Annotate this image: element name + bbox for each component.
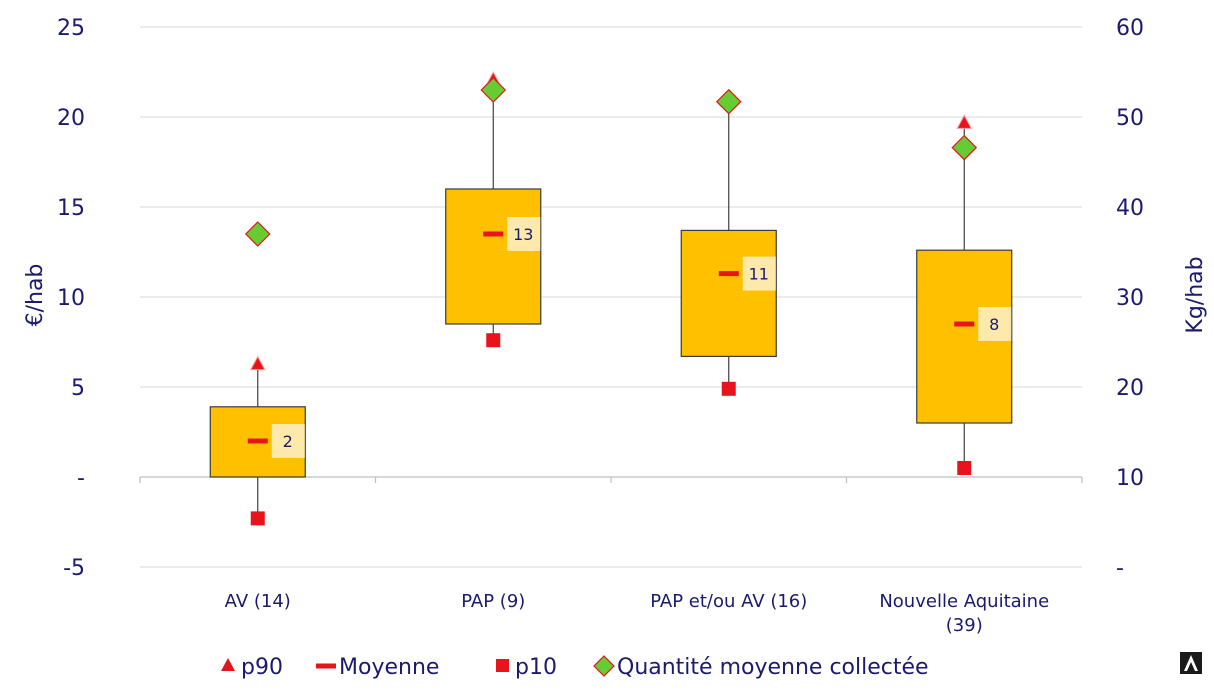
mean-label: 13 xyxy=(513,225,533,244)
left-tick-label: - xyxy=(77,466,85,491)
right-axis-title: Kg/hab xyxy=(1183,256,1208,333)
legend-label: Quantité moyenne collectée xyxy=(617,655,929,680)
left-tick-label: -5 xyxy=(63,556,85,581)
mean-label-bg xyxy=(507,217,541,251)
right-tick-label: 40 xyxy=(1116,196,1144,221)
boxes: 2 13 11 8 xyxy=(209,71,1013,526)
right-axis: - 10 20 30 40 50 60 xyxy=(1116,16,1144,581)
box-group: 11 xyxy=(680,88,777,396)
quantity-marker xyxy=(951,134,978,161)
legend-label: p90 xyxy=(241,655,283,680)
left-tick-label: 5 xyxy=(71,376,85,401)
right-tick-label: - xyxy=(1116,556,1124,581)
mean-label-bg xyxy=(271,424,305,458)
category-label: PAP et/ou AV (16) xyxy=(650,591,807,612)
category-label: AV (14) xyxy=(225,591,291,612)
mean-marker xyxy=(718,271,739,277)
box-group: 8 xyxy=(916,114,1013,475)
mean-label: 11 xyxy=(749,265,769,284)
category-label: PAP (9) xyxy=(461,591,525,612)
p10-marker xyxy=(486,333,501,348)
mean-label-bg xyxy=(978,307,1012,341)
quantity-marker xyxy=(480,77,507,103)
mean-marker xyxy=(483,231,504,237)
right-tick-label: 50 xyxy=(1116,106,1144,131)
quantity-marker xyxy=(244,221,271,247)
category-label: (39) xyxy=(946,615,983,636)
right-tick-label: 20 xyxy=(1116,376,1144,401)
legend-mean-marker xyxy=(316,663,336,669)
brand-logo xyxy=(1180,652,1202,674)
mean-marker xyxy=(954,321,975,327)
left-tick-label: 15 xyxy=(57,196,85,221)
quantity-marker xyxy=(715,88,742,115)
legend-item: Moyenne xyxy=(316,655,439,680)
right-tick-label: 30 xyxy=(1116,286,1144,311)
legend: p90 Moyenne p10 Quantité moyenne collectée xyxy=(221,655,929,680)
category-label: Nouvelle Aquitaine xyxy=(879,591,1049,612)
left-tick-label: 20 xyxy=(57,106,85,131)
legend-p10-marker xyxy=(496,659,509,672)
mean-marker xyxy=(247,438,268,444)
box-group: 2 xyxy=(209,221,306,526)
left-tick-label: 25 xyxy=(57,16,85,41)
legend-quantity-marker xyxy=(593,655,615,677)
p10-marker xyxy=(721,381,736,396)
category-labels: AV (14) PAP (9) PAP et/ou AV (16) Nouvelle … xyxy=(225,591,1049,636)
box xyxy=(680,229,777,357)
mean-label: 8 xyxy=(989,315,999,334)
box xyxy=(445,188,542,325)
legend-item: Quantité moyenne collectée xyxy=(593,655,929,680)
legend-label: Moyenne xyxy=(339,655,439,680)
legend-p90-marker xyxy=(221,658,235,671)
p90-marker xyxy=(956,114,973,129)
legend-item: p90 xyxy=(221,655,283,680)
mean-label: 2 xyxy=(283,432,293,451)
left-tick-label: 10 xyxy=(57,286,85,311)
mean-label-bg xyxy=(742,256,776,291)
legend-label: p10 xyxy=(515,655,557,680)
right-tick-label: 10 xyxy=(1116,466,1144,491)
p90-marker xyxy=(249,355,266,371)
right-tick-label: 60 xyxy=(1116,16,1144,41)
legend-item: p10 xyxy=(496,655,557,680)
p10-marker xyxy=(957,461,972,475)
box-group: 13 xyxy=(445,71,542,348)
left-axis-title: €/hab xyxy=(23,264,48,327)
p10-marker xyxy=(250,511,265,526)
